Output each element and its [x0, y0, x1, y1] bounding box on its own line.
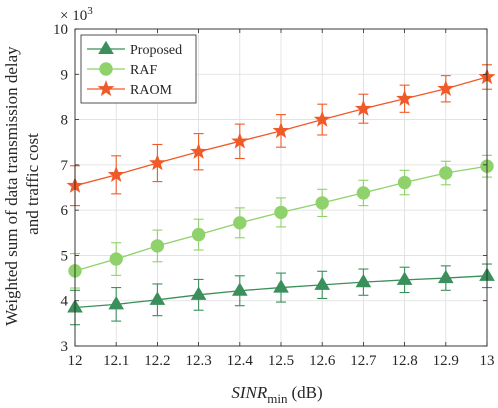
- y-tick-label: 3: [61, 339, 69, 355]
- y-axis-label-line-1: Weighted sum of data transmission delay: [2, 46, 21, 326]
- x-tick-label: 12.5: [268, 353, 294, 369]
- y-axis-label-line-2: and traffic cost: [23, 133, 42, 235]
- x-tick-label: 12: [68, 353, 83, 369]
- legend-items: Proposed RAF RAOM: [87, 40, 182, 98]
- data-point-proposed: [273, 279, 289, 293]
- y-multiplier-base: × 10: [60, 8, 87, 24]
- x-tick-label: 12.7: [350, 353, 377, 369]
- data-point-raom: [313, 110, 331, 127]
- axis-ticks: [74, 28, 488, 347]
- legend-marker-proposed: [98, 40, 114, 55]
- y-tick-label: 8: [61, 113, 69, 129]
- data-point-raf: [150, 239, 165, 253]
- data-point-raf: [315, 196, 329, 210]
- data-point-raom: [437, 79, 455, 96]
- data-point-proposed: [314, 276, 331, 290]
- data-point-raom: [231, 132, 249, 149]
- y-tick-label: 7: [61, 158, 69, 174]
- data-point-raf: [439, 166, 453, 180]
- x-tick-label: 12.9: [433, 353, 459, 369]
- y-axis-label: Weighted sum of data transmission delay …: [2, 42, 42, 326]
- data-point-raom: [354, 99, 372, 116]
- x-tick-label: 12.2: [144, 353, 170, 369]
- x-tick-label: 12.8: [391, 353, 417, 369]
- y-tick-labels: 3 4 5 6 7 8 9 10: [53, 22, 69, 355]
- data-point-proposed: [437, 269, 454, 284]
- data-point-raf: [274, 205, 288, 220]
- y-tick-label: 4: [61, 294, 69, 310]
- data-point-proposed: [396, 271, 413, 285]
- y-tick-label: 9: [61, 67, 69, 83]
- x-tick-label: 12.4: [227, 353, 254, 369]
- x-axis-label-subscript: min: [267, 391, 288, 406]
- data-point-raom: [107, 165, 125, 182]
- legend: Proposed RAF RAOM: [80, 34, 197, 104]
- legend-label-proposed: Proposed: [130, 43, 182, 58]
- data-point-proposed: [190, 286, 207, 300]
- data-point-raf: [356, 186, 371, 200]
- legend-label-raf: RAF: [130, 63, 157, 78]
- data-point-raf: [397, 175, 412, 190]
- y-tick-label: 5: [61, 248, 69, 264]
- y-multiplier-label: × 103: [60, 5, 93, 24]
- x-tick-label: 12.3: [185, 353, 211, 369]
- data-point-raf: [233, 216, 247, 230]
- data-point-raom: [190, 142, 208, 159]
- x-tick-labels: 12 12.1 12.2 12.3 12.4 12.5 12.6 12.7 12.8 12.9 13: [68, 353, 495, 369]
- y-multiplier-exponent: 3: [87, 5, 93, 17]
- x-tick-label: 12.1: [103, 353, 129, 369]
- data-point-proposed: [231, 282, 248, 296]
- y-tick-label: 6: [61, 203, 69, 219]
- data-point-raom: [272, 122, 290, 139]
- x-tick-label: 12.6: [309, 353, 336, 369]
- data-point-proposed: [355, 273, 372, 288]
- data-point-proposed: [108, 296, 125, 310]
- error-bars: [70, 64, 492, 326]
- legend-label-raom: RAOM: [130, 83, 173, 98]
- x-axis-label: SINRmin (dB): [231, 383, 322, 406]
- data-point-raom: [396, 89, 414, 106]
- x-tick-label: 13: [480, 353, 495, 369]
- legend-marker-raf: [99, 62, 113, 76]
- x-axis-label-main: SINR: [231, 383, 268, 402]
- data-point-raf: [109, 252, 123, 266]
- x-axis-label-unit: (dB): [291, 383, 322, 402]
- data-point-proposed: [149, 291, 166, 305]
- legend-marker-raom: [97, 80, 115, 97]
- data-point-raom: [148, 154, 166, 171]
- data-point-raf: [191, 227, 206, 242]
- y-tick-label: 10: [53, 22, 68, 38]
